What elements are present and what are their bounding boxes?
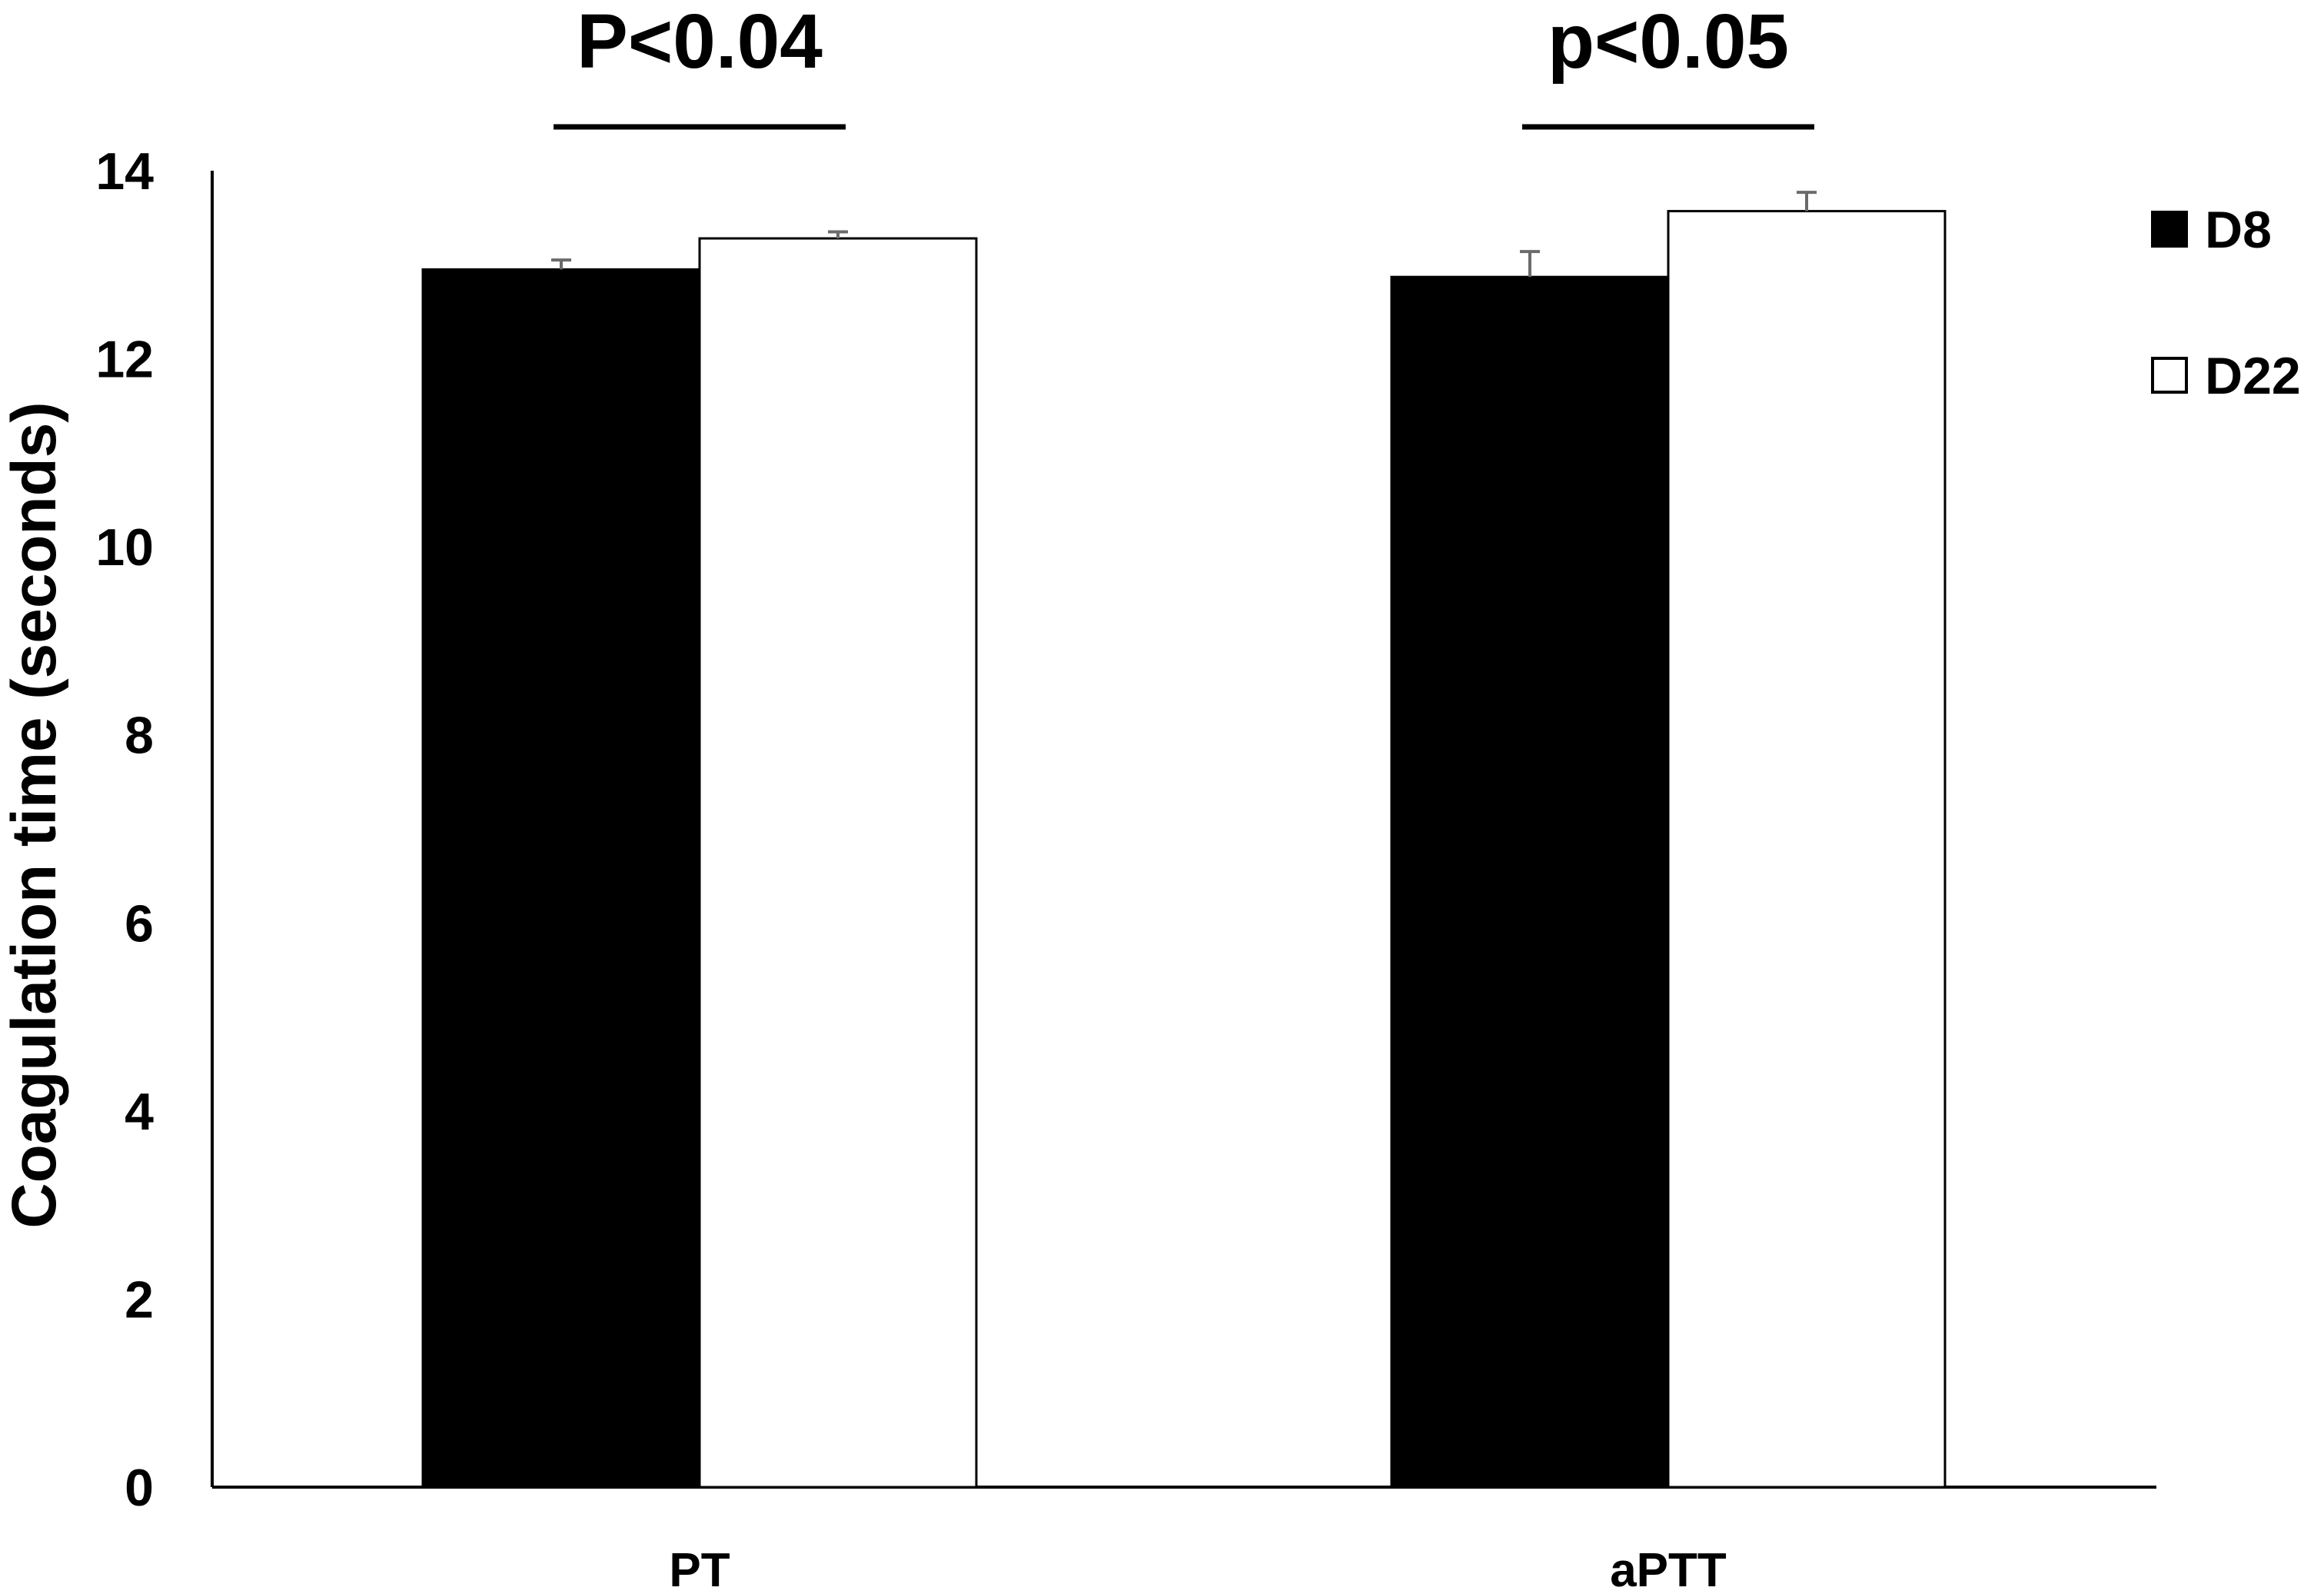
- bar-d22-aptt: [1667, 210, 1947, 1489]
- y-tick-label: 14: [95, 142, 154, 201]
- x-category-label: aPTT: [1610, 1544, 1727, 1594]
- y-tick-label: 10: [95, 518, 154, 577]
- y-tick-labels: 0 2 4 6 8 10 12 14: [95, 142, 154, 1517]
- error-bars-group: [551, 191, 1817, 278]
- y-tick-label: 12: [95, 331, 154, 389]
- significance-annotations: P<0.04 p<0.05: [554, 0, 1814, 130]
- y-tick-label: 6: [125, 894, 154, 953]
- bar-d8-pt: [421, 268, 701, 1489]
- y-tick-label: 0: [125, 1459, 154, 1517]
- y-tick-label: 2: [125, 1270, 154, 1329]
- x-category-labels: PT aPTT: [669, 1544, 1727, 1594]
- legend-label-d22: D22: [2205, 347, 2301, 405]
- y-tick-label: 8: [125, 707, 154, 765]
- y-tick-label: 4: [125, 1083, 154, 1141]
- legend-swatch-d22: [2151, 357, 2188, 394]
- bar-d8-aptt: [1390, 275, 1670, 1489]
- legend-swatch-d8: [2151, 211, 2188, 248]
- bar-d22-pt: [698, 237, 978, 1489]
- significance-label: P<0.04: [577, 0, 823, 85]
- significance-label: p<0.05: [1548, 0, 1789, 85]
- legend-label-d8: D8: [2205, 201, 2272, 259]
- y-axis-title: Coagulation time (seconds): [0, 401, 69, 1228]
- bars-group: [421, 210, 1947, 1489]
- x-category-label: PT: [669, 1544, 730, 1594]
- legend: D8 D22: [2151, 201, 2301, 405]
